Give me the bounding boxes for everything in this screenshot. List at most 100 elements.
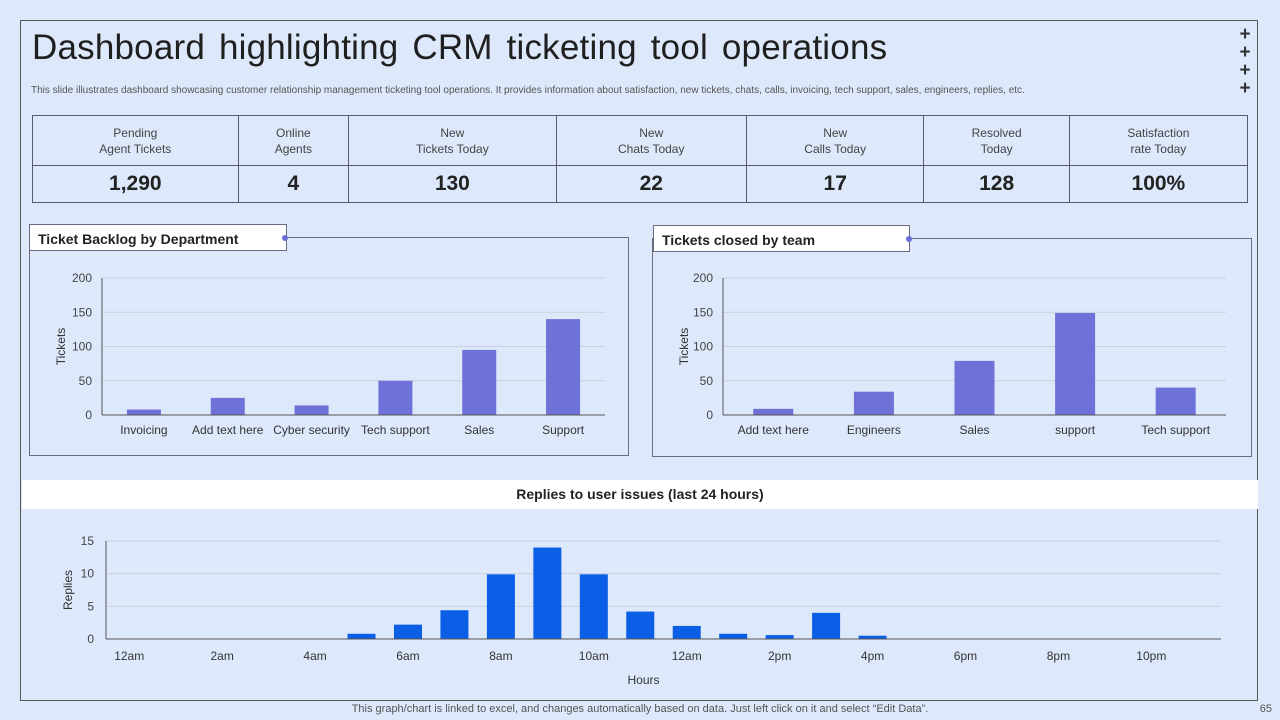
kpi-value-pending-agent-tickets: 1,290 <box>32 165 239 203</box>
bar <box>347 633 376 639</box>
bar <box>378 380 413 415</box>
x-tick-label: Tech support <box>1141 423 1210 437</box>
bar <box>440 610 469 639</box>
bar <box>765 635 794 639</box>
bar <box>126 409 161 415</box>
kpi-label-resolved-today: Resolved Today <box>923 115 1070 166</box>
y-tick-label: 0 <box>87 632 94 646</box>
kpi-value-row: 1,290 4 130 22 17 128 100% <box>32 165 1249 203</box>
kpi-label-new-chats-today: New Chats Today <box>555 115 747 166</box>
bar <box>858 635 887 639</box>
y-tick-label: 5 <box>87 599 94 613</box>
kpi-value-satisfaction-rate: 100% <box>1068 165 1249 203</box>
kpi-label-online-agents: Online Agents <box>237 115 350 166</box>
page-subtitle: This slide illustrates dashboard showcas… <box>31 85 1025 96</box>
bar <box>1155 387 1196 415</box>
x-tick-label: 12am <box>672 649 702 663</box>
x-tick-label: Cyber security <box>273 423 350 437</box>
bar <box>672 625 701 639</box>
y-tick-label: 0 <box>85 408 92 422</box>
closed-chart-panel <box>652 238 1252 457</box>
plus-icon: + <box>1239 60 1251 81</box>
kpi-value-resolved-today: 128 <box>923 165 1070 203</box>
bar <box>954 360 995 415</box>
x-tick-label: Invoicing <box>120 423 167 437</box>
y-tick-label: 200 <box>72 271 92 285</box>
x-tick-label: 10am <box>579 649 609 663</box>
y-tick-label: 15 <box>81 534 95 548</box>
x-axis-title: Hours <box>627 673 659 687</box>
x-tick-label: Add text here <box>738 423 810 437</box>
y-axis-title: Tickets <box>677 328 691 366</box>
x-tick-label: Add text here <box>192 423 264 437</box>
x-tick-label: Engineers <box>847 423 901 437</box>
backlog-chart-title: Ticket Backlog by Department <box>29 224 287 251</box>
kpi-value-new-chats-today: 22 <box>555 165 747 203</box>
y-tick-label: 200 <box>693 271 713 285</box>
kpi-value-new-tickets-today: 130 <box>348 165 557 203</box>
kpi-label-pending-agent-tickets: Pending Agent Tickets <box>32 115 239 166</box>
bar <box>853 391 894 415</box>
bar <box>753 408 794 415</box>
x-tick-label: 2am <box>210 649 233 663</box>
bar <box>393 624 422 639</box>
bar <box>719 633 748 639</box>
x-tick-label: 10pm <box>1136 649 1166 663</box>
footer-note: This graph/chart is linked to excel, and… <box>351 703 929 715</box>
page-title: Dashboard highlighting CRM ticketing too… <box>32 28 888 67</box>
kpi-label-new-tickets-today: New Tickets Today <box>348 115 557 166</box>
x-tick-label: 4am <box>303 649 326 663</box>
bar <box>294 405 329 415</box>
x-tick-label: 12am <box>114 649 144 663</box>
backlog-chart-panel <box>29 237 629 456</box>
y-axis-title: Replies <box>61 570 75 610</box>
y-tick-label: 50 <box>700 374 714 388</box>
backlog-chart-title-dot <box>282 235 288 241</box>
kpi-value-online-agents: 4 <box>237 165 350 203</box>
bar <box>210 397 245 415</box>
x-tick-label: 8am <box>489 649 512 663</box>
bar <box>462 349 497 415</box>
closed-chart: 0 50 100 150 200 Add text here Engineers Sales s… <box>677 271 1226 437</box>
kpi-label-row: Pending Agent Tickets Online Agents New … <box>32 115 1249 166</box>
x-tick-label: 8pm <box>1047 649 1070 663</box>
kpi-table: Pending Agent Tickets Online Agents New … <box>32 115 1249 203</box>
page-number: 65 <box>1259 703 1272 715</box>
plus-icon: + <box>1239 78 1251 99</box>
bar <box>486 574 515 639</box>
y-tick-label: 100 <box>693 340 713 354</box>
bar <box>812 612 841 639</box>
kpi-value-new-calls-today: 17 <box>745 165 925 203</box>
y-axis-title: Tickets <box>54 328 68 366</box>
backlog-chart: 0 50 100 150 200 Invoicing Add text here Cyber … <box>54 271 605 437</box>
x-tick-label: Sales <box>464 423 494 437</box>
bar <box>626 611 655 639</box>
closed-chart-title-dot <box>906 236 912 242</box>
closed-chart-title: Tickets closed by team <box>653 225 910 252</box>
x-tick-label: Tech support <box>361 423 430 437</box>
x-tick-label: 6am <box>396 649 419 663</box>
bar <box>533 547 562 639</box>
plus-icon-stack: + + + + <box>1236 24 1254 99</box>
plus-icon: + <box>1239 42 1251 63</box>
y-tick-label: 100 <box>72 340 92 354</box>
bar <box>579 574 608 639</box>
x-tick-label: 2pm <box>768 649 791 663</box>
x-tick-label: Support <box>542 423 585 437</box>
x-tick-label: 6pm <box>954 649 977 663</box>
y-tick-label: 0 <box>706 408 713 422</box>
x-tick-label: 4pm <box>861 649 884 663</box>
x-tick-label: support <box>1055 423 1096 437</box>
y-tick-label: 150 <box>72 305 92 319</box>
plus-icon: + <box>1239 24 1251 45</box>
x-tick-label: Sales <box>959 423 989 437</box>
replies-chart-title: Replies to user issues (last 24 hours) <box>22 480 1258 509</box>
bar <box>546 319 581 415</box>
slide-frame <box>20 20 1258 701</box>
bar <box>1055 312 1096 415</box>
kpi-label-new-calls-today: New Calls Today <box>745 115 925 166</box>
y-tick-label: 50 <box>79 374 93 388</box>
y-tick-label: 150 <box>693 305 713 319</box>
y-tick-label: 10 <box>81 567 95 581</box>
kpi-label-satisfaction-rate: Satisfaction rate Today <box>1068 115 1249 166</box>
